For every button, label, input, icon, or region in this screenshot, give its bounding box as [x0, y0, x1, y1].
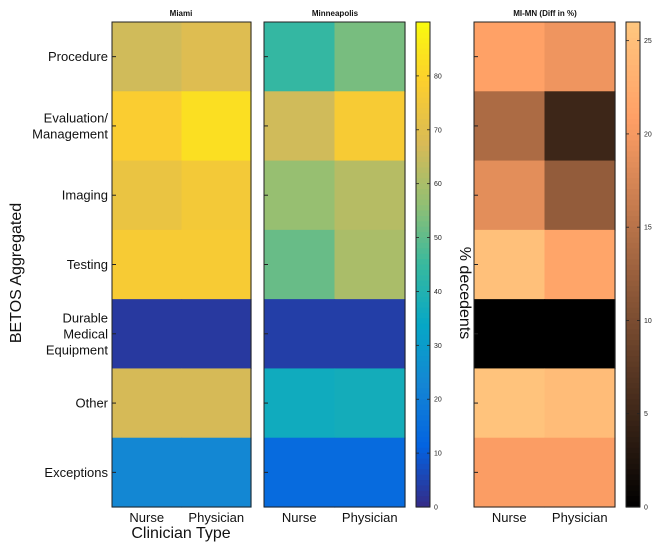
- row-labels: Procedure Evaluation/Management Imaging Tes…: [32, 49, 109, 480]
- colorbar-difference: 0 5 10 15 20 25: [625, 21, 652, 512]
- colorbar-tick-label: 50: [434, 235, 442, 242]
- heatmap-cell: [181, 229, 252, 300]
- heatmap-cell: [544, 229, 616, 300]
- colorbar-tick-label: 80: [434, 73, 442, 80]
- heatmap-cell: [264, 299, 336, 370]
- heatmap-cell: [544, 368, 616, 439]
- colorbar-tick-label: 10: [434, 451, 442, 458]
- x-axis-label: Clinician Type: [131, 525, 230, 542]
- heatmap-cell: [474, 437, 546, 508]
- colorbar-tick-label: 40: [434, 289, 442, 296]
- row-label: Evaluation/Management: [32, 110, 108, 141]
- row-label: Procedure: [48, 49, 108, 64]
- column-label: Nurse: [282, 510, 317, 525]
- column-label: Physician: [342, 510, 398, 525]
- colorbar-tick-label: 5: [644, 411, 648, 418]
- heatmap-cell: [181, 437, 252, 508]
- heatmap-cell: [112, 437, 183, 508]
- column-labels: Nurse Physician Nurse Physician Nurse Physici…: [129, 510, 607, 525]
- heatmap-cell: [544, 22, 616, 92]
- heatmap-cell: [112, 160, 183, 231]
- heatmap-cell: [264, 437, 336, 508]
- heatmap-cell: [112, 22, 183, 92]
- column-label: Nurse: [492, 510, 527, 525]
- colorbar-percent: 0 10 20 30 40 50 60 70 80: [415, 21, 442, 512]
- heatmap-cell: [474, 91, 546, 162]
- panel-title-minneapolis: Minneapolis: [312, 9, 359, 18]
- colorbar-tick-label: 25: [644, 38, 652, 45]
- heatmap-cell: [474, 229, 546, 300]
- heatmap-cell: [181, 299, 252, 370]
- heatmap-cell: [544, 160, 616, 231]
- colorbar-tick-label: 60: [434, 181, 442, 188]
- heatmap-cell: [544, 437, 616, 508]
- row-label: Testing: [67, 257, 108, 272]
- heatmap-cells: [112, 22, 616, 508]
- heatmap-cell: [181, 160, 252, 231]
- y-axis-label: BETOS Aggregated: [8, 203, 25, 343]
- heatmap-cell: [112, 91, 183, 162]
- heatmap-cell: [264, 368, 336, 439]
- heatmap-cell: [112, 368, 183, 439]
- heatmap-cell: [334, 229, 406, 300]
- heatmap-cell: [474, 299, 546, 370]
- column-label: Physician: [552, 510, 608, 525]
- heatmap-cell: [544, 91, 616, 162]
- column-label: Nurse: [129, 510, 164, 525]
- row-label: Other: [75, 396, 108, 411]
- heatmap-cell: [264, 160, 336, 231]
- colorbar-tick-label: 70: [434, 127, 442, 134]
- colorbar-tick-label: 10: [644, 318, 652, 325]
- heatmap-cell: [334, 368, 406, 439]
- panel-title-miami: Miami: [170, 9, 193, 18]
- heatmap-cell: [334, 22, 406, 92]
- row-label: Exceptions: [44, 465, 108, 480]
- panel-title-difference: MI-MN (Diff in %): [513, 9, 577, 18]
- colorbar-tick-label: 0: [434, 505, 438, 512]
- panel-frames: [111, 21, 616, 508]
- heatmap-cell: [474, 368, 546, 439]
- heatmap-cell: [264, 91, 336, 162]
- colorbar-label: % decedents: [456, 247, 473, 340]
- heatmap-cell: [474, 22, 546, 92]
- heatmap-cell: [334, 299, 406, 370]
- row-label: Imaging: [62, 188, 108, 203]
- heatmap-cell: [334, 437, 406, 508]
- heatmap-cell: [181, 368, 252, 439]
- heatmap-cell: [181, 91, 252, 162]
- heatmap-cell: [264, 229, 336, 300]
- colorbar-tick-label: 20: [434, 397, 442, 404]
- heatmap-cell: [474, 160, 546, 231]
- row-label: Durable Medical Equipment: [46, 310, 109, 357]
- heatmap-cell: [112, 299, 183, 370]
- heatmap-cell: [112, 229, 183, 300]
- heatmap-cell: [544, 299, 616, 370]
- colorbar-tick-label: 0: [644, 505, 648, 512]
- colorbar-tick-label: 15: [644, 225, 652, 232]
- colorbar-tick-label: 30: [434, 343, 442, 350]
- heatmap-cell: [334, 160, 406, 231]
- heatmap-cell: [181, 22, 252, 92]
- column-label: Physician: [188, 510, 244, 525]
- colorbar-tick-label: 20: [644, 131, 652, 138]
- heatmap-cell: [264, 22, 336, 92]
- heatmap-cell: [334, 91, 406, 162]
